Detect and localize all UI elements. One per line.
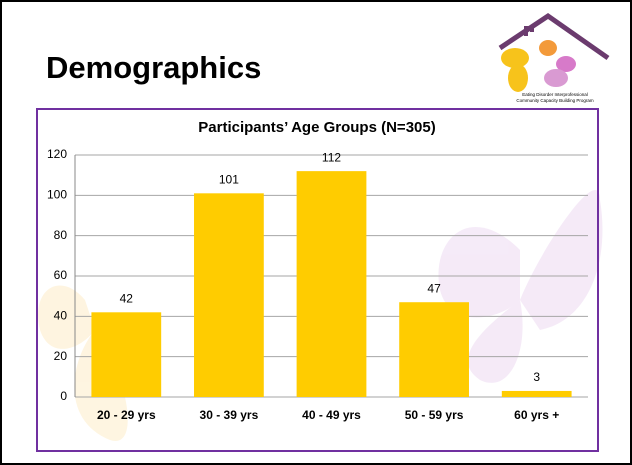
x-tick-label: 20 - 29 yrs: [97, 408, 156, 422]
x-tick-label: 50 - 59 yrs: [405, 408, 464, 422]
logo-text: Community Capacity Building Program: [516, 98, 594, 103]
y-tick-label: 100: [47, 188, 67, 202]
data-label: 47: [427, 281, 441, 295]
logo-text: Eating Disorder Interprofessional: [522, 92, 588, 97]
bar: [501, 390, 572, 397]
chart-title: Participants’ Age Groups (N=305): [198, 119, 435, 136]
logo: Eating Disorder Interprofessional Commun…: [498, 12, 610, 103]
x-tick-label: 40 - 49 yrs: [302, 408, 361, 422]
y-tick-label: 80: [54, 228, 68, 242]
chart-frame: [36, 108, 599, 452]
data-label: 42: [120, 291, 134, 305]
bar: [296, 171, 367, 397]
bar: [194, 193, 264, 397]
slide-title: Demographics: [46, 50, 261, 85]
data-label: 3: [533, 370, 540, 384]
bar: [91, 312, 162, 397]
data-label: 101: [219, 172, 239, 186]
x-tick-label: 60 yrs +: [514, 408, 559, 422]
y-tick-label: 40: [54, 309, 68, 323]
x-tick-label: 30 - 39 yrs: [200, 408, 259, 422]
y-tick-label: 120: [47, 147, 67, 161]
data-label: 112: [322, 150, 341, 164]
y-tick-label: 20: [54, 349, 68, 363]
y-tick-label: 0: [60, 389, 67, 403]
y-tick-label: 60: [54, 268, 68, 282]
bar: [399, 302, 469, 397]
